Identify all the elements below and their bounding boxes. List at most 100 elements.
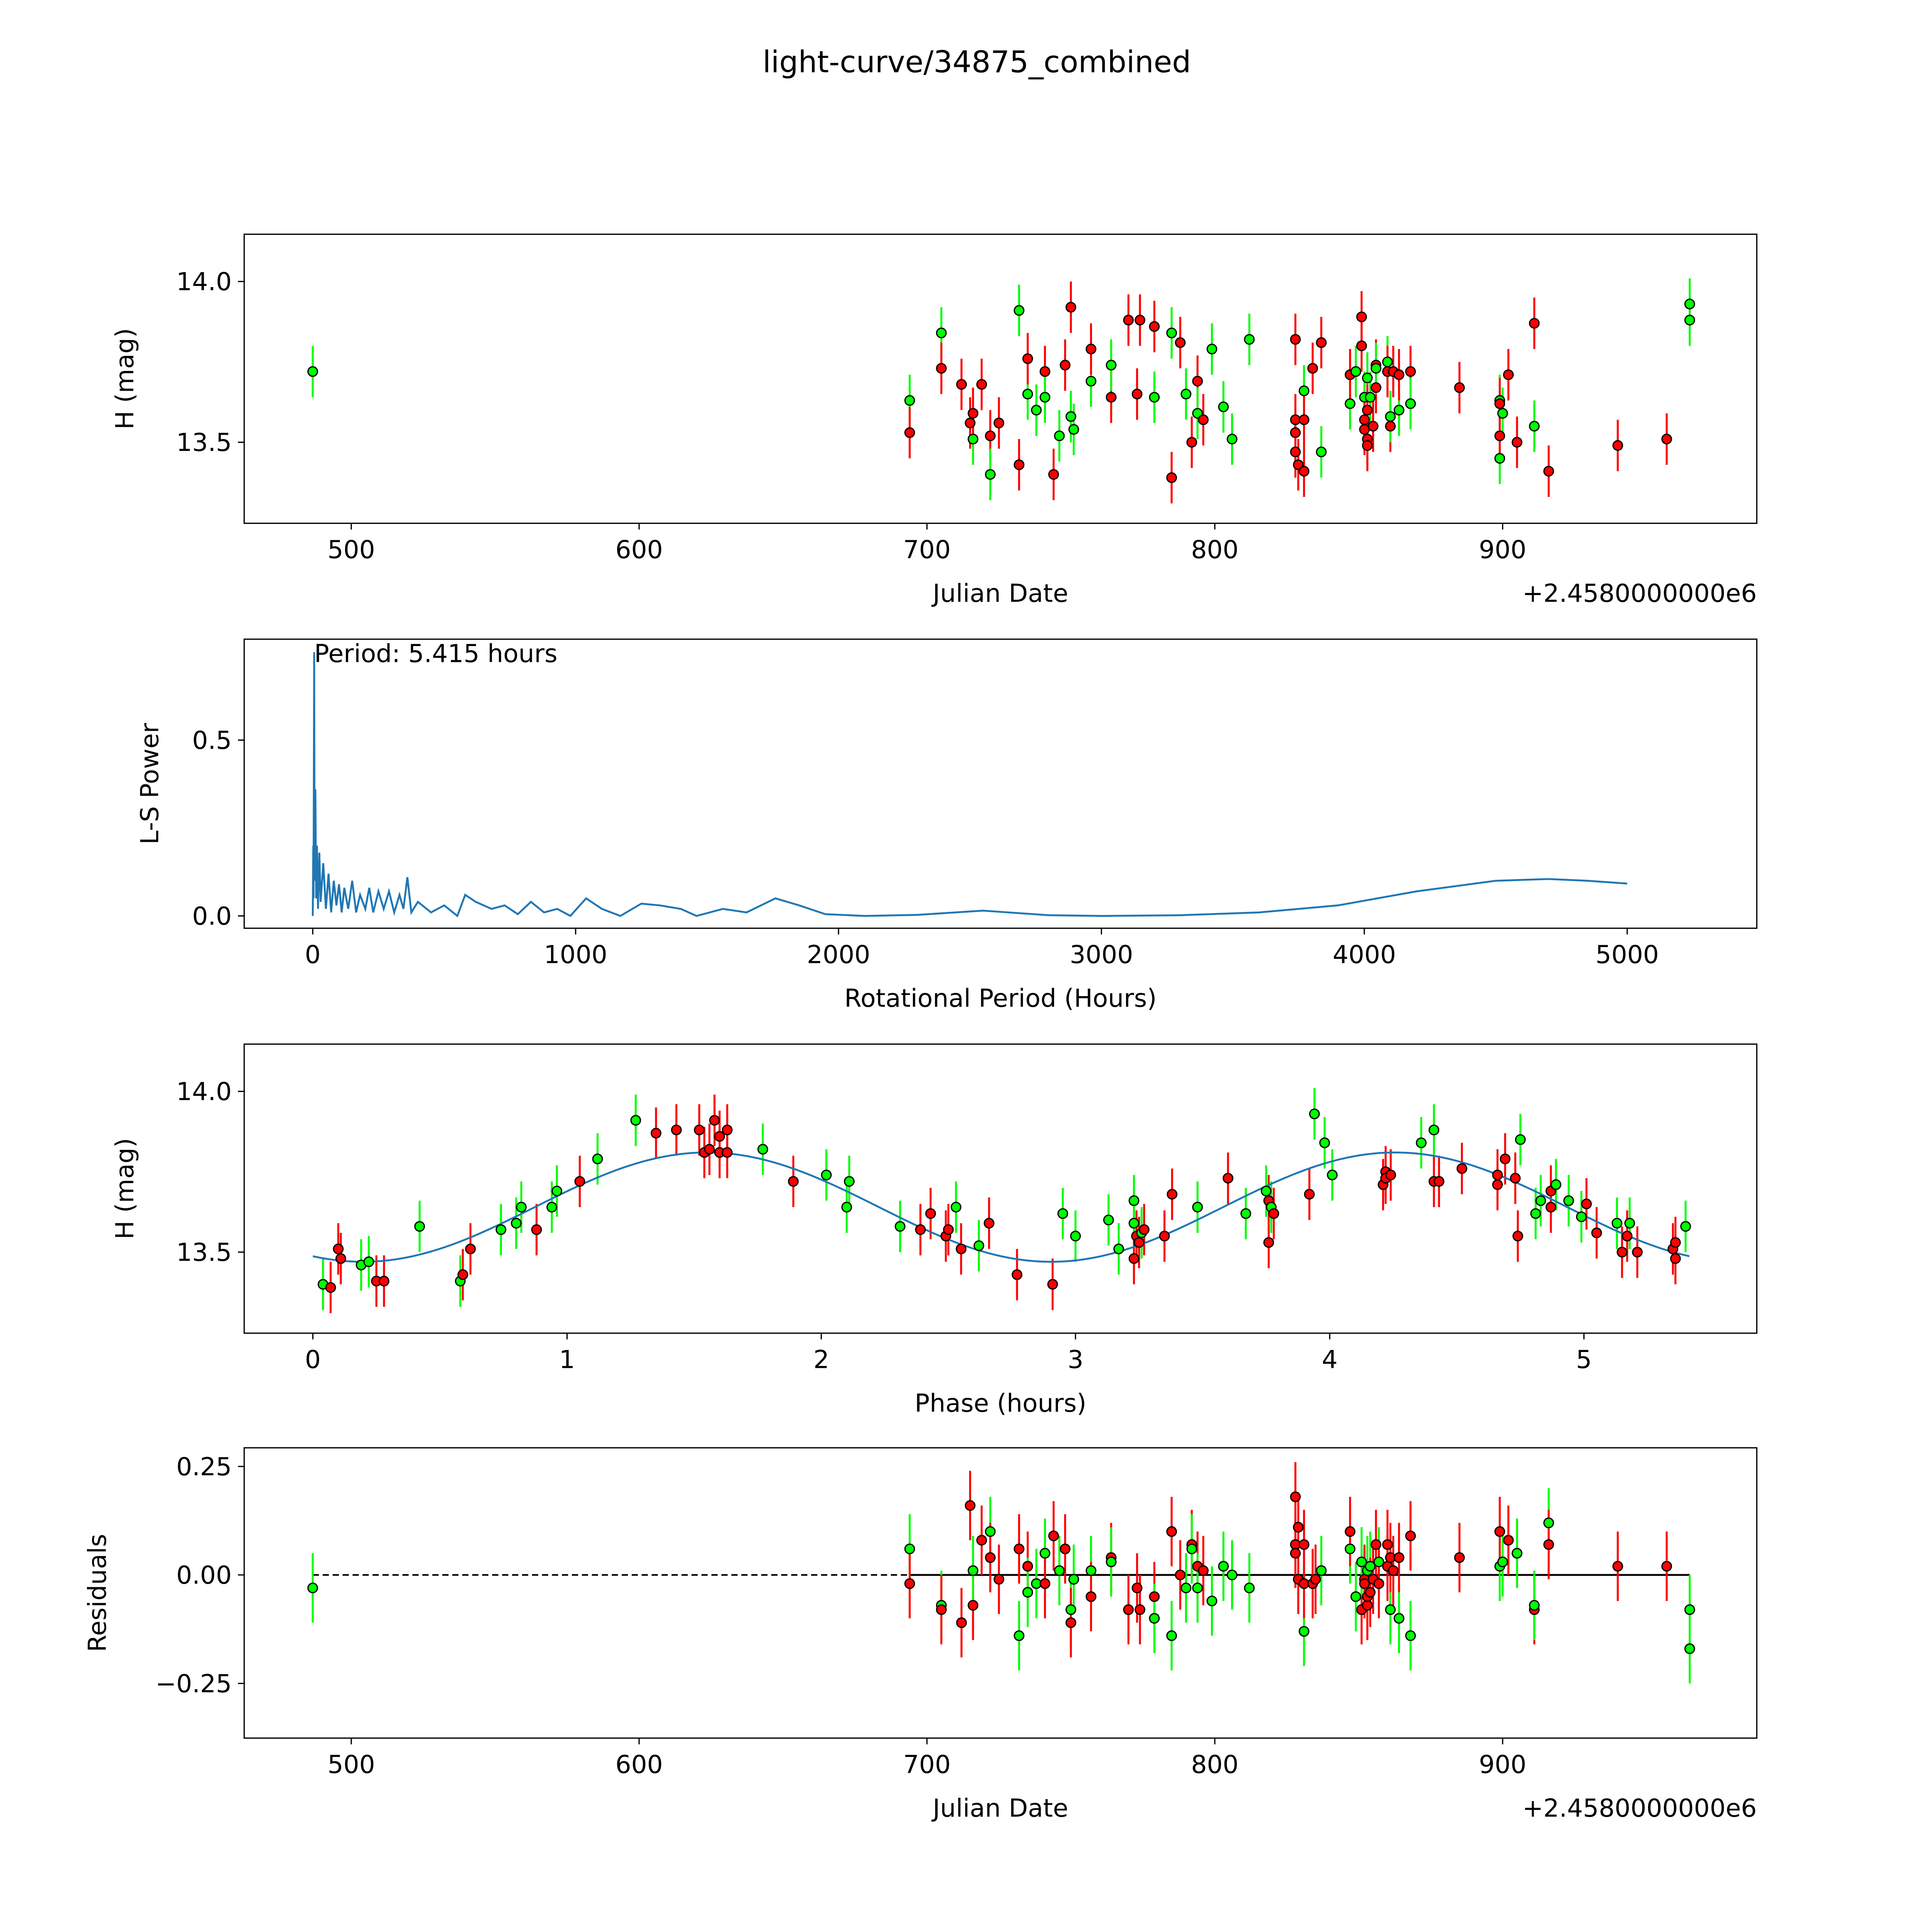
x-axis-label: Phase (hours)	[915, 1389, 1087, 1418]
data-point-red	[1405, 366, 1416, 377]
data-point-green	[1065, 1604, 1077, 1615]
data-point-red	[1268, 1208, 1279, 1219]
y-tick-label: 14.0	[176, 1077, 232, 1106]
data-point-green	[1373, 1556, 1384, 1568]
data-point-red	[1661, 434, 1672, 445]
data-point-green	[1316, 1565, 1327, 1576]
data-point-green	[1327, 1169, 1338, 1180]
data-point-red	[1065, 302, 1077, 313]
data-point-green	[1309, 1108, 1320, 1119]
data-point-green	[844, 1176, 855, 1187]
periodogram-line	[311, 652, 1628, 918]
data-point-red	[1362, 440, 1373, 451]
x-axis-label: Julian Date	[931, 1794, 1068, 1823]
data-point-green	[973, 1240, 985, 1251]
data-point-red	[1500, 1153, 1511, 1165]
data-point-green	[363, 1256, 374, 1267]
data-point-green	[1576, 1211, 1587, 1222]
data-point-green	[1512, 1548, 1522, 1559]
data-point-red	[1290, 446, 1301, 457]
data-point-red	[1198, 1565, 1209, 1576]
data-point-red	[1293, 1522, 1304, 1533]
data-point-green	[1611, 1218, 1622, 1229]
data-point-green	[985, 1526, 996, 1537]
data-point-green	[1429, 1124, 1439, 1136]
data-point-red	[1510, 1173, 1521, 1184]
x-tick-label: 700	[903, 536, 951, 565]
data-point-red	[993, 1574, 1005, 1585]
data-point-red	[1060, 360, 1071, 371]
data-point-red	[1014, 1543, 1025, 1554]
plot-area	[313, 1088, 1691, 1313]
data-point-green	[1149, 1613, 1160, 1624]
data-point-green	[1206, 1595, 1218, 1607]
data-point-red	[1065, 1617, 1077, 1628]
data-point-red	[1175, 337, 1186, 348]
data-point-red	[333, 1243, 344, 1255]
data-point-red	[722, 1147, 733, 1158]
data-point-red	[915, 1224, 926, 1235]
data-point-green	[1345, 398, 1355, 409]
data-point-red	[1434, 1176, 1445, 1187]
data-point-red	[964, 1500, 976, 1511]
data-point-red	[1048, 1530, 1059, 1541]
data-point-red	[1503, 369, 1514, 380]
data-point-red	[1298, 414, 1310, 425]
data-point-green	[1149, 392, 1160, 403]
data-point-green	[516, 1202, 527, 1213]
data-point-green	[1180, 1582, 1192, 1594]
data-point-red	[983, 1218, 995, 1229]
data-point-red	[704, 1144, 715, 1155]
data-point-red	[1085, 1591, 1097, 1602]
data-point-red	[936, 363, 947, 374]
data-point-green	[1260, 1185, 1272, 1197]
data-point-green	[904, 395, 915, 406]
data-point-red	[1134, 1604, 1146, 1615]
x-tick-label: 2	[813, 1345, 829, 1374]
data-point-green	[1206, 344, 1218, 355]
panel-lightcurve: 500 600 700 800 900 13.5 14.0 Julian Date H (mag…	[111, 233, 1758, 608]
data-point-red	[1316, 337, 1327, 348]
x-offset-label: +2.4580000000e6	[1522, 1794, 1757, 1823]
data-point-green	[1550, 1179, 1561, 1190]
data-point-red	[1105, 392, 1117, 403]
data-point-red	[1362, 405, 1373, 416]
data-point-green	[1680, 1221, 1691, 1232]
data-point-red	[1494, 398, 1505, 409]
data-point-green	[307, 1582, 318, 1594]
data-point-green	[1530, 1208, 1541, 1219]
data-point-green	[551, 1185, 563, 1197]
data-point-red	[1543, 466, 1554, 477]
data-point-red	[1543, 1539, 1554, 1550]
data-point-red	[1373, 1578, 1384, 1589]
data-point-green	[1563, 1195, 1574, 1206]
data-point-green	[895, 1221, 906, 1232]
plot-area	[307, 1462, 1695, 1684]
data-point-green	[1054, 430, 1065, 441]
data-point-red	[574, 1176, 585, 1187]
data-point-red	[465, 1243, 476, 1255]
axes-frame	[243, 638, 1758, 929]
data-point-red	[1385, 1169, 1396, 1180]
data-point-red	[1454, 382, 1465, 393]
data-point-green	[1350, 1591, 1361, 1602]
data-point-red	[1198, 414, 1209, 425]
data-point-red	[1393, 1552, 1405, 1563]
data-point-green	[1405, 1630, 1416, 1641]
data-point-red	[1371, 382, 1381, 393]
data-point-green	[936, 327, 947, 338]
data-point-red	[1362, 1600, 1373, 1611]
x-tick-label: 600	[615, 536, 663, 565]
data-point-red	[1382, 1539, 1393, 1550]
data-point-green	[1022, 388, 1033, 400]
data-point-red	[1359, 1578, 1370, 1589]
x-tick-label: 0	[305, 940, 321, 969]
data-point-red	[1581, 1198, 1592, 1209]
data-point-red	[1494, 430, 1505, 441]
period-annotation: Period: 5.415 hours	[314, 639, 558, 668]
data-point-red	[1670, 1253, 1681, 1264]
data-point-green	[1405, 398, 1416, 409]
data-point-green	[1382, 356, 1393, 367]
